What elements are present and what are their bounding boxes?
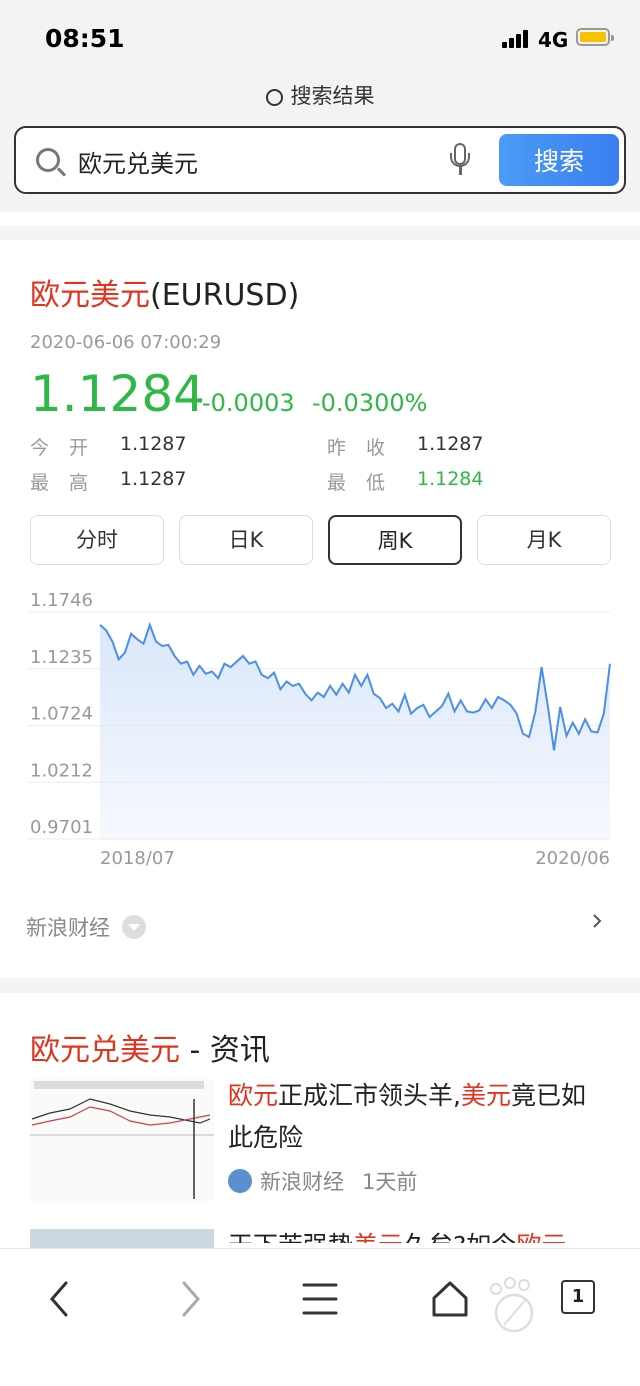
stat-label-open: 今开 xyxy=(30,437,109,459)
paw-watermark-icon xyxy=(490,1277,534,1333)
page-title: 搜索结果 xyxy=(0,80,640,110)
divider xyxy=(0,212,640,226)
quote-change: -0.0003 xyxy=(202,389,295,417)
back-icon[interactable] xyxy=(40,1279,80,1319)
chart-area xyxy=(100,624,610,839)
network-type: 4G xyxy=(538,28,569,52)
status-time: 08:51 xyxy=(45,24,125,53)
y-tick-label: 1.0724 xyxy=(30,704,93,725)
quote-card[interactable]: 欧元美元(EURUSD) 2020-06-06 07:00:29 1.1284 … xyxy=(0,240,640,978)
price-chart[interactable]: 1.1746 1.1235 1.0724 1.0212 0.9701 2018/07 202… xyxy=(0,575,640,885)
y-tick-label: 1.1235 xyxy=(30,647,93,668)
tab-monthly-k[interactable]: 月K xyxy=(477,515,611,565)
search-input[interactable] xyxy=(76,138,440,184)
chart-line xyxy=(99,621,611,751)
news-thumbnail[interactable] xyxy=(30,1079,214,1201)
search-bar: 搜索 xyxy=(14,126,626,194)
news-section-title[interactable]: 欧元兑美元 - 资讯 xyxy=(30,1033,270,1068)
page-title-text: 搜索结果 xyxy=(290,84,375,108)
battery-icon xyxy=(576,28,614,46)
tab-count: 1 xyxy=(571,1286,585,1307)
chevron-right-icon[interactable] xyxy=(590,914,604,928)
browser-toolbar: 1 xyxy=(0,1248,640,1386)
y-tick-label: 1.0212 xyxy=(30,760,93,781)
stat-value-open: 1.1287 xyxy=(120,433,187,455)
stat-value-high: 1.1287 xyxy=(120,468,187,490)
sina-logo-icon xyxy=(228,1169,252,1193)
x-tick-label: 2018/07 xyxy=(100,848,175,869)
quote-title[interactable]: 欧元美元(EURUSD) xyxy=(30,278,300,313)
tab-weekly-k[interactable]: 周K xyxy=(328,515,462,565)
tab-daily-k[interactable]: 日K xyxy=(179,515,313,565)
menu-icon[interactable] xyxy=(300,1279,340,1319)
quote-price: 1.1284 xyxy=(30,365,205,423)
y-tick-label: 1.1746 xyxy=(30,590,93,611)
search-button[interactable]: 搜索 xyxy=(499,134,619,186)
source-selector[interactable]: 新浪财经 xyxy=(26,912,146,942)
forward-icon[interactable] xyxy=(170,1279,210,1319)
news-card: 欧元兑美元 - 资讯 欧元正成汇市领头羊,美元竟已如此危险 新浪财经 1天前 天下… xyxy=(0,993,640,1269)
chevron-down-icon[interactable] xyxy=(122,915,146,939)
tabs-icon[interactable]: 1 xyxy=(561,1280,595,1314)
stat-value-prev-close: 1.1287 xyxy=(417,433,484,455)
search-icon xyxy=(36,148,60,172)
stat-label-prev-close: 昨收 xyxy=(327,437,406,459)
stat-label-low: 最低 xyxy=(327,472,406,494)
y-tick-label: 0.9701 xyxy=(30,817,93,838)
news-time: 1天前 xyxy=(362,1170,418,1194)
source-label: 新浪财经 xyxy=(26,916,110,940)
stat-value-low: 1.1284 xyxy=(417,468,484,490)
stat-label-high: 最高 xyxy=(30,472,109,494)
tab-intraday[interactable]: 分时 xyxy=(30,515,164,565)
news-headline[interactable]: 天下苦强势美元久矣?如今欧元 xyxy=(228,1225,608,1243)
signal-icon xyxy=(502,30,530,48)
news-source: 新浪财经 xyxy=(260,1170,344,1194)
home-icon[interactable] xyxy=(430,1279,470,1319)
status-bar: 08:51 4G xyxy=(0,0,640,80)
microphone-icon[interactable] xyxy=(450,143,472,179)
quote-change-percent: -0.0300% xyxy=(312,389,428,417)
news-headline[interactable]: 欧元正成汇市领头羊,美元竟已如此危险 xyxy=(228,1081,586,1152)
news-meta: 新浪财经 1天前 xyxy=(228,1166,417,1196)
x-tick-label: 2020/06 xyxy=(535,848,610,869)
quote-timestamp: 2020-06-06 07:00:29 xyxy=(30,332,222,353)
search-icon xyxy=(265,89,283,106)
